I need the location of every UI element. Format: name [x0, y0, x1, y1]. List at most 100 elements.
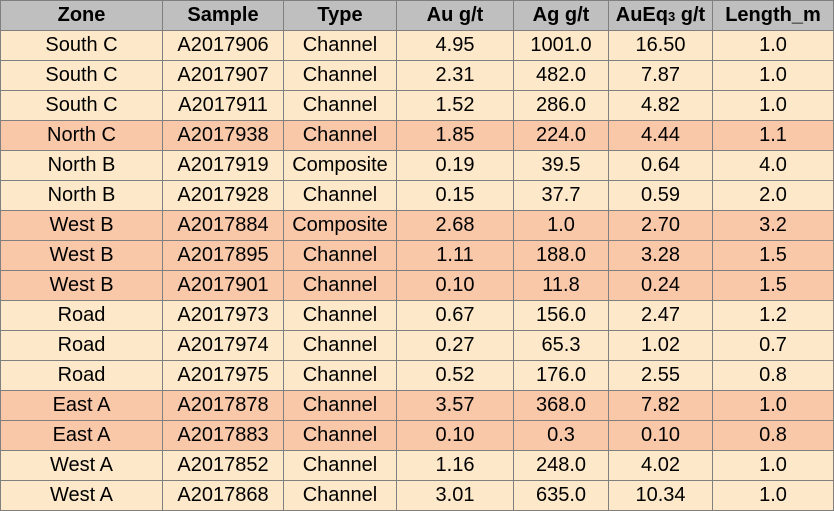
cell-zone: South C: [0, 60, 163, 91]
cell-au: 1.52: [396, 90, 514, 121]
table-row: West B A2017901 Channel 0.10 11.8 0.24 1.5: [0, 270, 834, 301]
cell-aueq: 2.70: [608, 210, 713, 241]
cell-length: 4.0: [712, 150, 834, 181]
cell-length: 1.0: [712, 30, 834, 61]
table-row: South C A2017907 Channel 2.31 482.0 7.87 1.0: [0, 60, 834, 91]
cell-au: 3.01: [396, 480, 514, 511]
cell-zone: West B: [0, 210, 163, 241]
cell-length: 0.8: [712, 420, 834, 451]
col-header-aueq: AuEq3 g/t: [608, 0, 713, 31]
cell-au: 3.57: [396, 390, 514, 421]
cell-ag: 188.0: [513, 240, 609, 271]
cell-aueq: 4.02: [608, 450, 713, 481]
cell-sample: A2017911: [162, 90, 284, 121]
cell-ag: 635.0: [513, 480, 609, 511]
cell-zone: South C: [0, 90, 163, 121]
cell-ag: 65.3: [513, 330, 609, 361]
table-row: South C A2017911 Channel 1.52 286.0 4.82 1.0: [0, 90, 834, 121]
cell-aueq: 0.64: [608, 150, 713, 181]
cell-aueq: 2.55: [608, 360, 713, 391]
cell-zone: West B: [0, 270, 163, 301]
cell-sample: A2017906: [162, 30, 284, 61]
cell-ag: 176.0: [513, 360, 609, 391]
cell-ag: 248.0: [513, 450, 609, 481]
cell-sample: A2017974: [162, 330, 284, 361]
table-row: South C A2017906 Channel 4.95 1001.0 16.50 1.0: [0, 30, 834, 61]
cell-type: Channel: [283, 450, 397, 481]
cell-ag: 11.8: [513, 270, 609, 301]
cell-au: 1.11: [396, 240, 514, 271]
cell-type: Channel: [283, 30, 397, 61]
table-row: North B A2017928 Channel 0.15 37.7 0.59 2.0: [0, 180, 834, 211]
col-header-ag: Ag g/t: [513, 0, 609, 31]
cell-length: 1.0: [712, 60, 834, 91]
cell-type: Channel: [283, 420, 397, 451]
cell-aueq: 7.82: [608, 390, 713, 421]
cell-sample: A2017852: [162, 450, 284, 481]
cell-sample: A2017938: [162, 120, 284, 151]
cell-aueq: 1.02: [608, 330, 713, 361]
cell-au: 0.27: [396, 330, 514, 361]
cell-zone: North C: [0, 120, 163, 151]
cell-aueq: 16.50: [608, 30, 713, 61]
cell-au: 0.67: [396, 300, 514, 331]
table-row: West B A2017895 Channel 1.11 188.0 3.28 1.5: [0, 240, 834, 271]
aueq-header-prefix: AuEq: [615, 4, 668, 26]
cell-length: 1.0: [712, 390, 834, 421]
cell-type: Channel: [283, 90, 397, 121]
cell-sample: A2017901: [162, 270, 284, 301]
aueq-header-subscript: 3: [667, 9, 676, 24]
header-row: Zone Sample Type Au g/t Ag g/t AuEq3 g/t…: [0, 0, 834, 31]
cell-ag: 224.0: [513, 120, 609, 151]
cell-au: 1.16: [396, 450, 514, 481]
cell-sample: A2017928: [162, 180, 284, 211]
cell-aueq: 0.24: [608, 270, 713, 301]
cell-sample: A2017868: [162, 480, 284, 511]
cell-zone: East A: [0, 420, 163, 451]
cell-zone: Road: [0, 330, 163, 361]
cell-sample: A2017883: [162, 420, 284, 451]
cell-type: Channel: [283, 360, 397, 391]
cell-au: 0.15: [396, 180, 514, 211]
cell-sample: A2017878: [162, 390, 284, 421]
aueq-header-suffix: g/t: [675, 4, 706, 26]
table-row: Road A2017973 Channel 0.67 156.0 2.47 1.2: [0, 300, 834, 331]
table-row: North B A2017919 Composite 0.19 39.5 0.64 4.0: [0, 150, 834, 181]
cell-length: 1.0: [712, 480, 834, 511]
cell-type: Channel: [283, 300, 397, 331]
table-row: West A A2017868 Channel 3.01 635.0 10.34 1.0: [0, 480, 834, 511]
cell-sample: A2017975: [162, 360, 284, 391]
cell-length: 1.5: [712, 240, 834, 271]
cell-zone: West B: [0, 240, 163, 271]
cell-type: Channel: [283, 240, 397, 271]
cell-zone: North B: [0, 150, 163, 181]
cell-length: 1.0: [712, 450, 834, 481]
cell-type: Channel: [283, 120, 397, 151]
cell-length: 1.5: [712, 270, 834, 301]
col-header-au: Au g/t: [396, 0, 514, 31]
cell-sample: A2017973: [162, 300, 284, 331]
cell-ag: 482.0: [513, 60, 609, 91]
cell-ag: 156.0: [513, 300, 609, 331]
col-header-length: Length_m: [712, 0, 834, 31]
cell-sample: A2017919: [162, 150, 284, 181]
cell-au: 1.85: [396, 120, 514, 151]
cell-length: 2.0: [712, 180, 834, 211]
cell-length: 3.2: [712, 210, 834, 241]
table-row: North C A2017938 Channel 1.85 224.0 4.44 1.1: [0, 120, 834, 151]
cell-ag: 0.3: [513, 420, 609, 451]
cell-aueq: 2.47: [608, 300, 713, 331]
table-row: Road A2017974 Channel 0.27 65.3 1.02 0.7: [0, 330, 834, 361]
cell-ag: 368.0: [513, 390, 609, 421]
table-row: West A A2017852 Channel 1.16 248.0 4.02 1.0: [0, 450, 834, 481]
cell-ag: 1001.0: [513, 30, 609, 61]
cell-zone: South C: [0, 30, 163, 61]
cell-au: 2.31: [396, 60, 514, 91]
cell-type: Composite: [283, 150, 397, 181]
cell-aueq: 10.34: [608, 480, 713, 511]
cell-type: Channel: [283, 480, 397, 511]
cell-sample: A2017907: [162, 60, 284, 91]
cell-length: 1.0: [712, 90, 834, 121]
table-row: West B A2017884 Composite 2.68 1.0 2.70 3.2: [0, 210, 834, 241]
cell-zone: Road: [0, 300, 163, 331]
